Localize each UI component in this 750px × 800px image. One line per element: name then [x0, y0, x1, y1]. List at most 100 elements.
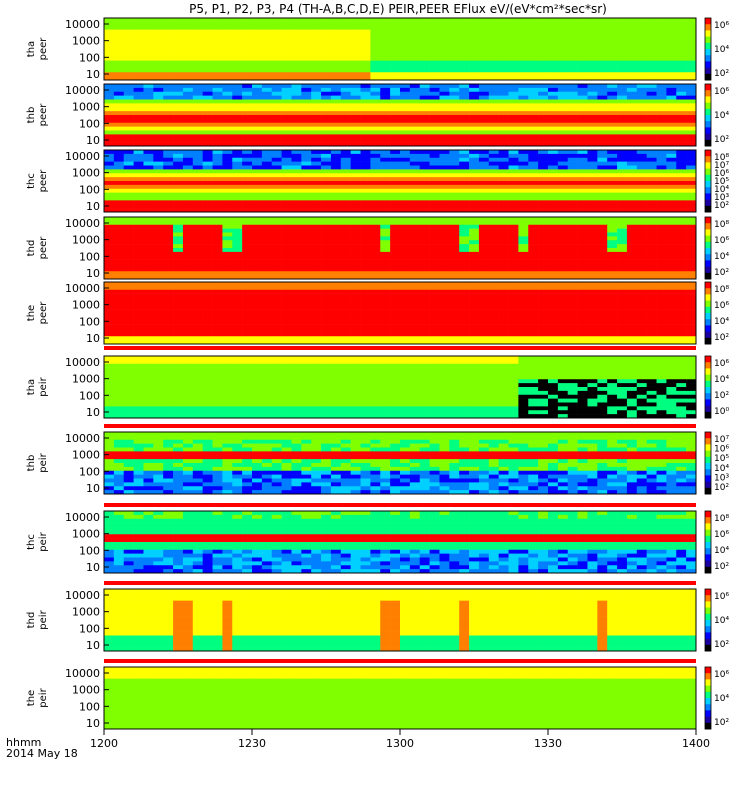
heatmap-cell	[153, 157, 164, 162]
heatmap-cell	[222, 192, 233, 197]
heatmap-cell	[686, 45, 697, 50]
heatmap-cell	[340, 259, 351, 264]
heatmap-cell	[686, 255, 697, 260]
heatmap-cell	[192, 200, 203, 205]
panel-frame	[103, 149, 697, 213]
heatmap-cell	[429, 165, 440, 170]
heatmap-cell	[192, 41, 203, 46]
heatmap-cell	[163, 111, 174, 116]
heatmap-cell	[617, 340, 628, 345]
heatmap-cell	[173, 84, 184, 89]
heatmap-cell	[469, 29, 480, 34]
heatmap-cell	[636, 204, 647, 209]
heatmap-cell	[370, 72, 381, 77]
heatmap-cell	[626, 142, 638, 147]
heatmap-cell	[646, 224, 657, 229]
heatmap-cell	[419, 204, 430, 209]
heatmap-cell	[133, 220, 144, 226]
heatmap-cell	[350, 134, 361, 139]
heatmap-cell	[518, 297, 529, 302]
heatmap-cell	[607, 41, 618, 46]
heatmap-cell	[311, 208, 322, 213]
heatmap-cell	[577, 289, 588, 294]
heatmap-cell	[646, 165, 657, 170]
heatmap-cell	[538, 115, 549, 120]
heatmap-cell	[370, 142, 381, 147]
heatmap-cell	[242, 271, 253, 276]
heatmap-cell	[626, 33, 638, 38]
heatmap-cell	[330, 25, 342, 30]
colorbar-segment	[705, 248, 711, 255]
heatmap-cell	[626, 232, 638, 237]
heatmap-cell	[202, 118, 213, 124]
heatmap-cell	[330, 142, 342, 147]
heatmap-cell	[686, 340, 697, 345]
heatmap-cell	[321, 169, 332, 174]
heatmap-cell	[508, 165, 519, 170]
heatmap-cell	[271, 181, 282, 186]
heatmap-cell	[173, 68, 184, 73]
heatmap-cell	[617, 95, 628, 100]
heatmap-cell	[350, 263, 361, 268]
heatmap-cell	[439, 289, 450, 294]
heatmap-cell	[498, 64, 509, 69]
heatmap-cell	[676, 95, 687, 100]
heatmap-cell	[360, 64, 371, 69]
heatmap-cell	[212, 18, 223, 23]
heatmap-cell	[261, 29, 273, 34]
heatmap-cell	[597, 220, 608, 226]
heatmap-cell	[528, 188, 539, 193]
heatmap-cell	[518, 33, 529, 38]
heatmap-cell	[666, 309, 677, 314]
heatmap-cell	[330, 324, 342, 329]
heatmap-cell	[548, 282, 559, 287]
heatmap-cell	[567, 126, 578, 131]
heatmap-cell	[498, 316, 509, 322]
heatmap-cell	[360, 25, 371, 30]
heatmap-cell	[182, 313, 194, 318]
heatmap-cell	[587, 285, 598, 291]
colorbar-tick-label: 10⁶	[714, 21, 729, 31]
heatmap-cell	[380, 324, 391, 329]
heatmap-cell	[311, 271, 322, 276]
heatmap-cell	[636, 232, 647, 237]
heatmap-cell	[518, 255, 529, 260]
heatmap-cell	[478, 84, 490, 89]
heatmap-cell	[182, 208, 194, 213]
heatmap-cell	[261, 84, 273, 89]
heatmap-cell	[271, 248, 282, 253]
heatmap-cell	[222, 297, 233, 302]
heatmap-cell	[261, 289, 273, 294]
heatmap-cell	[409, 309, 421, 314]
heatmap-cell	[182, 320, 194, 325]
heatmap-cell	[607, 285, 618, 291]
heatmap-cell	[370, 115, 381, 120]
heatmap-cell	[686, 208, 697, 213]
heatmap-cell	[528, 259, 539, 264]
heatmap-cell	[321, 340, 332, 345]
heatmap-cell	[607, 244, 618, 249]
heatmap-cell	[439, 37, 450, 42]
heatmap-cell	[439, 95, 450, 100]
heatmap-cell	[390, 161, 401, 166]
heatmap-cell	[528, 324, 539, 329]
heatmap-cell	[577, 244, 588, 249]
heatmap-cell	[617, 29, 628, 34]
heatmap-cell	[656, 316, 667, 322]
heatmap-cell	[271, 72, 282, 77]
heatmap-cell	[626, 173, 638, 178]
heatmap-cell	[508, 271, 519, 276]
heatmap-cell	[202, 289, 213, 294]
heatmap-cell	[636, 150, 647, 155]
heatmap-cell	[123, 301, 134, 306]
heatmap-cell	[508, 150, 519, 155]
heatmap-cell	[291, 313, 302, 318]
heatmap-cell	[173, 324, 184, 329]
heatmap-cell	[528, 91, 539, 96]
heatmap-cell	[508, 177, 519, 182]
heatmap-cell	[390, 259, 401, 264]
heatmap-cell	[123, 224, 134, 229]
heatmap-cell	[370, 165, 381, 170]
heatmap-cell	[232, 33, 243, 38]
heatmap-cell	[419, 196, 430, 201]
